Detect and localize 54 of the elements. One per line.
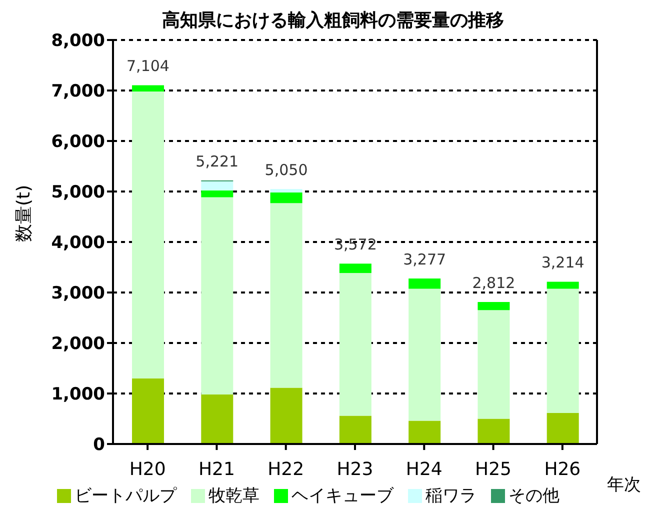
y-tick-label: 6,000: [51, 132, 106, 152]
legend-label: ヘイキューブ: [290, 485, 394, 507]
total-label: 3,277: [403, 250, 446, 269]
bar: [201, 181, 234, 190]
bar: [478, 418, 510, 444]
total-label: 3,214: [541, 254, 584, 272]
bar: [546, 412, 579, 444]
bar: [408, 278, 441, 289]
x-tick-label: H24: [406, 458, 442, 480]
total-label: 2,812: [472, 274, 516, 292]
legend-label: その他: [508, 485, 560, 507]
bar: [270, 192, 302, 204]
bar: [132, 85, 164, 92]
bar: [270, 203, 302, 388]
x-tick-label: H26: [544, 458, 581, 480]
x-tick-label: H23: [336, 458, 374, 480]
bar: [132, 378, 164, 444]
legend-label: ビートパルプ: [74, 485, 176, 507]
chart-title: 高知県における輸入粗飼料の需要量の推移: [161, 9, 505, 32]
bar: [408, 420, 441, 444]
y-tick-label: 3,000: [51, 284, 106, 304]
bar: [339, 416, 372, 444]
x-axis-title: 年次: [607, 475, 641, 496]
x-tick-label: H21: [198, 458, 235, 480]
bar: [546, 282, 579, 289]
total-label: 5,221: [196, 152, 239, 170]
y-tick-label: 5,000: [51, 182, 106, 203]
total-label: 5,050: [264, 160, 308, 179]
y-tick-label: 4,000: [51, 233, 106, 254]
bar: [201, 197, 234, 395]
bar: [339, 273, 372, 416]
bar: [201, 394, 234, 444]
y-tick-label: 1,000: [51, 384, 106, 405]
bar: [408, 288, 441, 421]
total-label: 7,104: [126, 57, 170, 76]
legend-label: 牧乾草: [208, 485, 260, 507]
legend-label: 稲ワラ: [424, 485, 476, 507]
y-tick-label: 2,000: [51, 334, 106, 354]
bar: [270, 188, 302, 193]
bar: [132, 92, 164, 378]
x-tick-label: H25: [475, 458, 512, 480]
y-tick-label: 8,000: [51, 31, 106, 52]
total-label: 3,572: [334, 236, 377, 254]
x-tick-label: H22: [268, 458, 304, 480]
y-axis-title: 数量(t): [13, 184, 34, 242]
bar: [201, 190, 234, 198]
y-tick-label: 0: [93, 435, 106, 456]
x-tick-label: H20: [129, 458, 166, 480]
bar: [478, 310, 510, 419]
bar: [270, 388, 302, 444]
y-tick-label: 7,000: [51, 82, 106, 102]
bar: [546, 288, 579, 413]
bar: [478, 302, 510, 310]
bar: [339, 264, 372, 274]
